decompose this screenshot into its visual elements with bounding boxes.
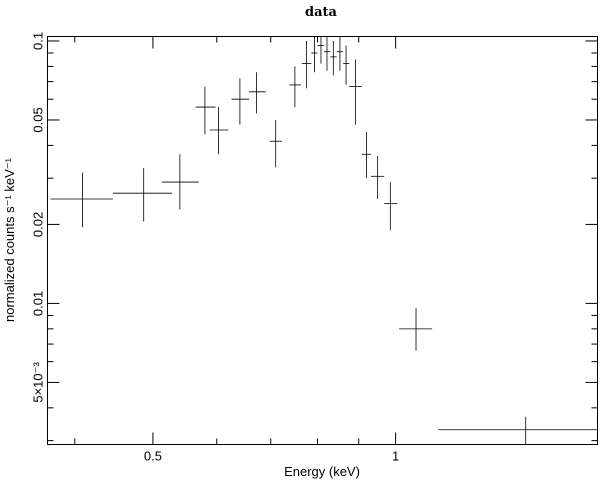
x-tick-label: 1 [392,449,399,464]
data-point [317,36,324,64]
data-point [195,86,216,135]
y-tick-label: 0.05 [31,107,46,132]
data-point [301,40,312,89]
x-axis-label: Energy (keV) [284,464,360,479]
data-point [343,45,350,85]
data-point [269,119,283,168]
plot-frame [47,36,598,445]
data-point [438,416,598,445]
data-point [209,107,229,155]
data-point [361,131,371,179]
data-point [370,155,385,199]
y-tick-label: 0.1 [31,32,46,50]
y-tick-label: 0.01 [31,291,46,316]
axis-ticks [47,36,598,445]
data-point [349,59,362,125]
data-point [384,182,398,231]
data-point [323,36,331,71]
chart-title: data [305,5,338,20]
y-axis-label: normalized counts s⁻¹ keV⁻¹ [2,157,17,322]
data-point [336,36,344,71]
y-tick-label: 0.02 [31,212,46,237]
x-tick-label: 0.5 [144,449,162,464]
data-point [112,168,173,222]
data-point [289,66,301,108]
data-points [50,36,598,445]
y-tick-label: 5×10⁻³ [31,362,46,403]
data-point [311,36,318,73]
axis-tick-labels: 0.5 1 5×10⁻³ 0.01 0.02 0.05 0.1 [31,32,400,464]
data-point [249,72,266,114]
data-point [50,172,113,228]
data-point [399,308,433,351]
data-point [161,154,199,210]
data-point [330,40,337,76]
data-point [231,78,250,125]
